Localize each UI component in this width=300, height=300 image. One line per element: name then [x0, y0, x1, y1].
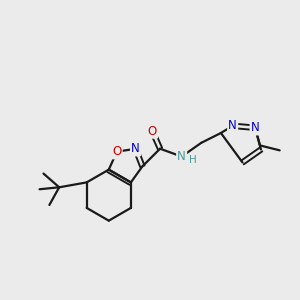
Text: N: N: [131, 142, 140, 155]
Text: N: N: [177, 150, 186, 163]
Text: N: N: [228, 119, 237, 132]
Text: H: H: [188, 155, 196, 166]
Text: O: O: [148, 124, 157, 137]
Text: N: N: [251, 121, 260, 134]
Text: O: O: [112, 145, 122, 158]
